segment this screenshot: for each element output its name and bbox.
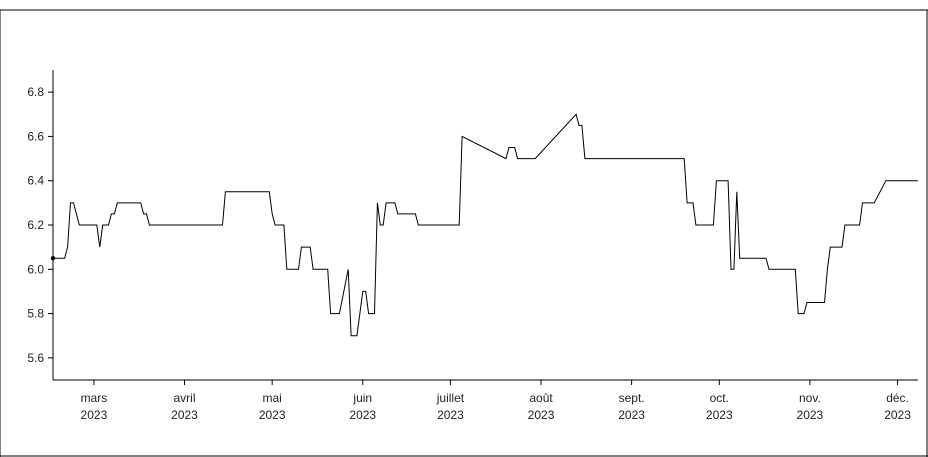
y-tick-label: 5.6	[27, 351, 44, 365]
x-axis: mars 2023 avril 2023 mai 2023 juin 2023 juillet 2…	[53, 379, 918, 422]
plot-area	[50, 113, 918, 337]
x-tick-month-label: août	[529, 391, 553, 405]
x-tick-month-label: juin	[352, 391, 372, 405]
series-start-point	[50, 256, 56, 261]
series-line	[53, 113, 918, 337]
x-tick-year-label: 2023	[618, 408, 645, 422]
y-tick-label: 6.2	[27, 218, 44, 232]
y-tick-label: 6.6	[27, 129, 44, 143]
x-tick-month-label: mars	[81, 391, 108, 405]
x-tick-month-label: déc.	[886, 391, 909, 405]
y-axis: 5.6 5.8 6.0 6.2 6.4 6.6 6.8	[27, 70, 54, 380]
y-tick-label: 6.8	[27, 85, 44, 99]
x-tick-year-label: 2023	[259, 408, 286, 422]
x-tick-year-label: 2023	[81, 408, 108, 422]
x-tick-month-label: mai	[263, 391, 282, 405]
x-tick-year-label: 2023	[171, 408, 198, 422]
x-tick-year-label: 2023	[884, 408, 911, 422]
y-tick-label: 6.4	[27, 174, 44, 188]
x-tick-year-label: 2023	[528, 408, 555, 422]
y-tick-label: 6.0	[27, 262, 44, 276]
x-tick-month-label: oct.	[710, 391, 729, 405]
x-tick-year-label: 2023	[437, 408, 464, 422]
x-tick-year-label: 2023	[349, 408, 376, 422]
y-tick-label: 5.8	[27, 307, 44, 321]
x-tick-year-label: 2023	[706, 408, 733, 422]
x-tick-month-label: sept.	[619, 391, 645, 405]
x-tick-year-label: 2023	[797, 408, 824, 422]
x-tick-month-label: juillet	[436, 391, 465, 405]
x-tick-month-label: avril	[173, 391, 195, 405]
x-tick-month-label: nov.	[799, 391, 821, 405]
